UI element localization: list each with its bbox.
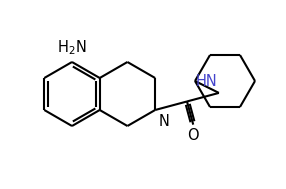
Text: N: N	[158, 114, 169, 129]
Text: H$_2$N: H$_2$N	[57, 38, 87, 57]
Text: HN: HN	[195, 74, 217, 89]
Text: O: O	[187, 128, 199, 143]
